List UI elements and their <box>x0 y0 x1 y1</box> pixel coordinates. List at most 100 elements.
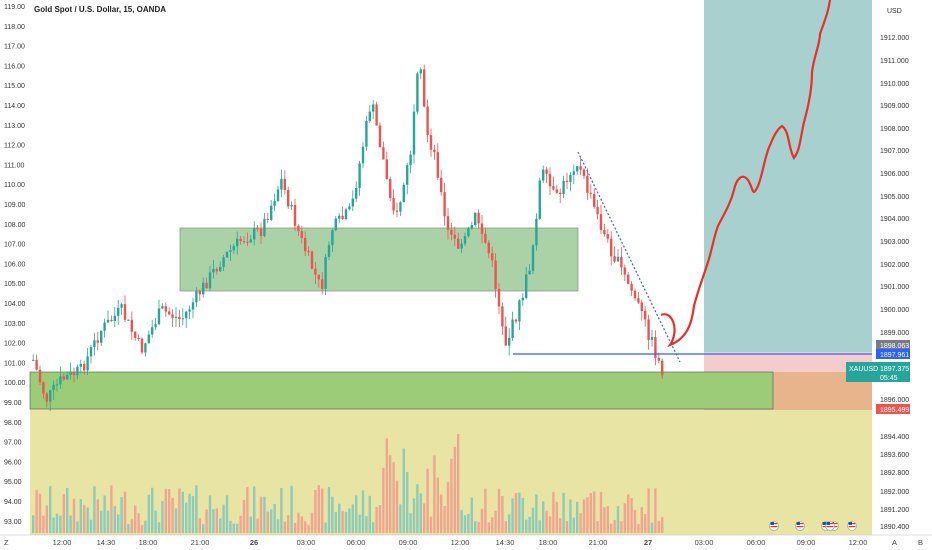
volume-bar <box>307 524 310 533</box>
volume-bar <box>463 515 467 533</box>
candle-body <box>79 363 82 367</box>
candle-body <box>106 319 110 323</box>
volume-bar <box>317 485 320 533</box>
left-axis-tick: 119.00 <box>4 4 25 11</box>
flag-us-icon[interactable] <box>795 521 805 531</box>
left-axis-tick: 95.00 <box>4 479 22 486</box>
left-axis-tick: 93.00 <box>4 519 22 526</box>
candle-body <box>562 180 565 194</box>
candle-body <box>453 234 456 239</box>
candle-body <box>545 169 548 174</box>
candle-body <box>657 357 660 361</box>
candle-body <box>249 239 252 243</box>
volume-bar <box>110 485 113 533</box>
right-axis-tick: 1911.000 <box>880 58 909 65</box>
volume-bar <box>548 516 552 533</box>
flag-us-icon[interactable] <box>825 521 835 531</box>
volume-bar <box>606 506 609 533</box>
candle-body <box>426 106 429 136</box>
left-axis-tick: 98.00 <box>4 420 22 427</box>
volume-bar <box>494 510 497 533</box>
left-axis-tick: 108.00 <box>4 222 26 229</box>
volume-bar <box>402 448 405 533</box>
candle-body <box>582 169 586 176</box>
volume-bar <box>38 493 42 533</box>
left-axis-tick: 107.00 <box>4 242 26 249</box>
volume-bar <box>314 490 317 533</box>
right-axis-tick: 1894.400 <box>880 434 909 441</box>
volume-bar <box>263 496 266 533</box>
volume-bar <box>409 513 412 533</box>
right-axis-tick: 1891.200 <box>880 507 909 514</box>
auto-scale-button[interactable]: A <box>892 538 897 547</box>
candle-body <box>110 319 113 322</box>
candle-body <box>35 359 38 370</box>
right-axis-tick: 1906.000 <box>880 171 909 178</box>
candle-body <box>100 330 103 343</box>
volume-bar <box>654 488 657 533</box>
volume-bar <box>239 515 242 533</box>
volume-bar <box>32 515 35 533</box>
time-axis[interactable]: 12:00 14:30 18:00 21:00 26 03:00 06:00 09:00 12:… <box>53 538 868 547</box>
candle-body <box>460 243 463 249</box>
volume-bar <box>372 522 375 533</box>
candle-body <box>351 198 354 207</box>
volume-bar <box>103 495 106 533</box>
candle-body <box>569 174 572 183</box>
candle-body <box>610 238 613 257</box>
candle-body <box>338 215 341 219</box>
volume-bar <box>89 519 93 533</box>
time-axis-tick: 03:00 <box>695 538 714 547</box>
flag-us-icon[interactable] <box>847 521 857 531</box>
volume-bar <box>419 493 422 533</box>
candle-body <box>290 204 293 207</box>
flag-us-icon[interactable] <box>769 521 779 531</box>
candle-body <box>406 165 409 185</box>
right-price-axis[interactable]: 1912.000 1911.000 1910.000 1909.000 1908.000… <box>880 35 909 531</box>
candle-body <box>195 290 198 303</box>
volume-bar <box>348 508 351 533</box>
left-axis-tick: 103.00 <box>4 321 26 328</box>
volume-bar <box>542 501 545 533</box>
candle-body <box>137 337 140 339</box>
candle-body <box>59 376 62 385</box>
volume-bar <box>62 494 65 533</box>
candle-body <box>640 302 643 311</box>
candle-body <box>263 218 266 236</box>
volume-bar <box>198 518 201 533</box>
candle-body <box>606 234 609 239</box>
candle-body <box>378 125 382 148</box>
volume-bar <box>229 520 232 533</box>
time-axis-tick: 06:00 <box>747 538 766 547</box>
volume-bar <box>246 487 249 533</box>
candle-body <box>219 267 222 272</box>
volume-bar <box>361 490 365 533</box>
candle-body <box>161 306 164 309</box>
volume-bar <box>440 494 443 533</box>
log-scale-button[interactable]: B <box>918 538 923 547</box>
candle-body <box>579 166 582 170</box>
candle-body <box>134 331 137 338</box>
candle-body <box>358 163 361 188</box>
volume-bar <box>208 495 212 533</box>
volume-bar <box>283 521 286 533</box>
volume-bar <box>375 506 378 533</box>
volume-bar <box>443 505 446 533</box>
volume-bar <box>576 501 579 533</box>
candle-body <box>467 228 470 237</box>
candle-body <box>382 147 385 160</box>
volume-bar <box>382 467 385 533</box>
right-axis-tick: 1890.400 <box>880 524 909 531</box>
volume-bar <box>565 521 569 533</box>
volume-bar <box>185 502 188 533</box>
candle-body <box>225 251 229 258</box>
volume-bar <box>45 505 48 533</box>
candle-body <box>504 326 507 346</box>
right-axis-tick: 1892.000 <box>880 489 909 496</box>
volume-bar <box>480 508 484 533</box>
candle-body <box>321 279 324 289</box>
volume-bar <box>188 493 191 533</box>
volume-bar <box>270 509 273 533</box>
